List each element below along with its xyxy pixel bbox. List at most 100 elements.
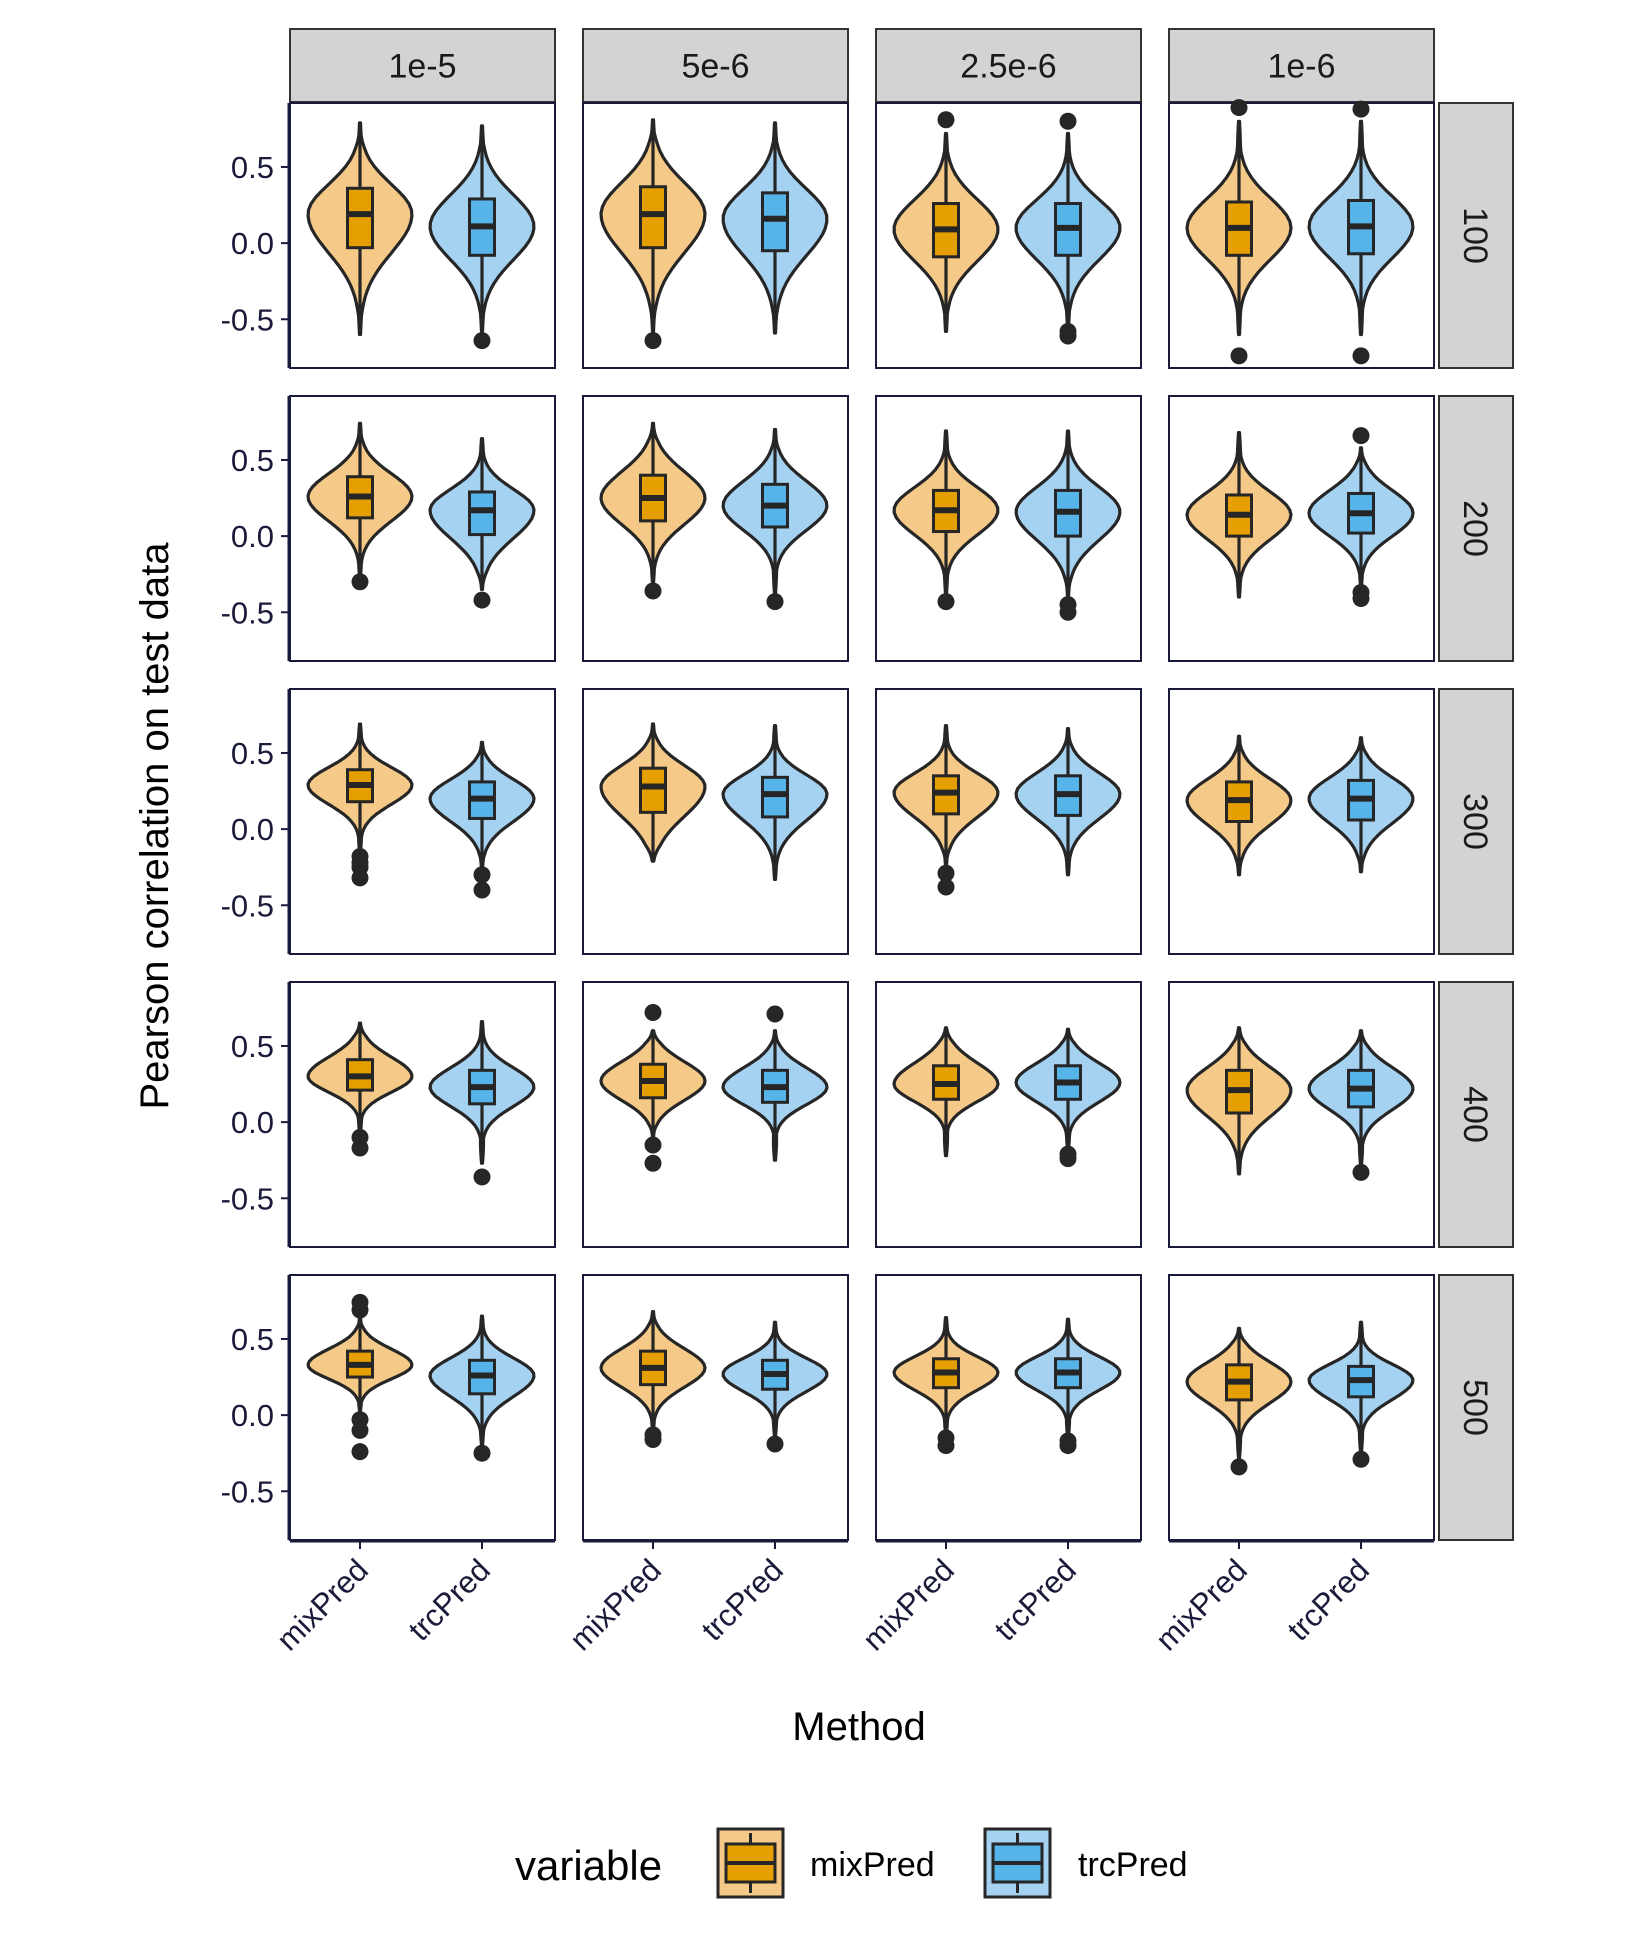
- outlier-point: [1352, 347, 1370, 365]
- y-tick-label: 0.5: [231, 736, 274, 771]
- outlier-point: [644, 1154, 662, 1172]
- panel-100-2-5e-6: [875, 102, 1142, 369]
- panel-300-1e-5: -0.5 0.0 0.5: [221, 688, 556, 955]
- outlier-point: [1352, 1163, 1370, 1181]
- outlier-point: [644, 1003, 662, 1021]
- violin-group-mixPred: [1185, 1026, 1293, 1176]
- y-axis-title: Pearson correlation on test data: [133, 542, 177, 1110]
- panel-400-1e-6: [1168, 981, 1435, 1248]
- violin-group-trcPred: [721, 1005, 829, 1162]
- outlier-point: [473, 866, 491, 884]
- violin-group-trcPred: [1307, 1029, 1415, 1181]
- col-strip-5e-6: 5e-6: [582, 28, 849, 103]
- col-strip-bg: [289, 28, 556, 103]
- outlier-point: [937, 878, 955, 896]
- violin-group-trcPred: [721, 724, 829, 881]
- panel-100-1e-6: [1168, 99, 1435, 369]
- row-strip-300: 300: [1438, 688, 1514, 955]
- outlier-point: [1352, 100, 1370, 118]
- violin-group-trcPred: [428, 1020, 536, 1186]
- violin-group-mixPred: [599, 421, 707, 600]
- outlier-point: [1059, 1150, 1077, 1168]
- violin-group-mixPred: [306, 121, 414, 337]
- outlier-point: [644, 332, 662, 350]
- outlier-point: [351, 573, 369, 591]
- panel-border: [582, 688, 849, 955]
- violin-group-mixPred: [1185, 734, 1293, 877]
- violin-group-mixPred: [306, 421, 414, 591]
- violin-group-mixPred: [306, 722, 414, 887]
- violin-group-trcPred: [1014, 429, 1122, 621]
- violin-group-mixPred: [599, 1310, 707, 1448]
- y-tick-label: 0.5: [231, 150, 274, 185]
- y-tick-label: 0.5: [231, 443, 274, 478]
- violin-group-trcPred: [1014, 1317, 1122, 1455]
- row-strip-200: 200: [1438, 395, 1514, 662]
- outlier-point: [351, 1443, 369, 1461]
- y-axis: -0.5 0.0 0.5: [221, 103, 291, 368]
- outlier-point: [1059, 603, 1077, 621]
- violin-group-trcPred: [1307, 736, 1415, 874]
- panel-500-1e-6: mixPred trcPred: [1149, 1274, 1435, 1657]
- y-tick-label: 0.5: [231, 1322, 274, 1357]
- outlier-point: [473, 332, 491, 350]
- row-strip-label: 100: [1456, 207, 1494, 264]
- row-strip-label: 400: [1456, 1086, 1494, 1143]
- violin-group-trcPred: [1014, 727, 1122, 877]
- y-tick-label: -0.5: [221, 1474, 274, 1509]
- outlier-point: [1059, 327, 1077, 345]
- outlier-point: [1059, 1437, 1077, 1455]
- outlier-point: [351, 1301, 369, 1319]
- outlier-point: [937, 593, 955, 611]
- outlier-point: [1059, 112, 1077, 130]
- panel-border: [582, 1274, 849, 1541]
- violin-group-mixPred: [892, 1316, 1000, 1455]
- y-tick-label: 0.0: [231, 812, 274, 847]
- row-strip-bg: [1438, 395, 1514, 662]
- legend-item-trcPred: trcPred: [983, 1827, 1188, 1899]
- panel-400-2-5e-6: [875, 981, 1142, 1248]
- box-trcPred: [761, 775, 789, 819]
- outlier-point: [644, 1430, 662, 1448]
- col-strip-1e-5: 1e-5: [289, 28, 556, 103]
- violin-group-trcPred: [428, 437, 536, 609]
- outlier-point: [766, 1435, 784, 1453]
- row-strip-bg: [1438, 981, 1514, 1248]
- panel-100-5e-6: [582, 102, 849, 369]
- panel-border: [1168, 1274, 1435, 1541]
- col-strip-bg: [1168, 28, 1435, 103]
- violin-group-mixPred: [1185, 431, 1293, 599]
- panel-400-5e-6: [582, 981, 849, 1248]
- panels-layer: 1e-5 5e-6 2.5e-6 1e-6 100 200 300 400 500 -0.5 0.0…: [221, 28, 1514, 1657]
- row-strip-500: 500: [1438, 1274, 1514, 1541]
- panel-100-1e-5: -0.5 0.0 0.5: [221, 102, 556, 369]
- outlier-point: [937, 864, 955, 882]
- row-strip-bg: [1438, 102, 1514, 369]
- legend-item-mixPred: mixPred: [716, 1827, 935, 1899]
- legend-label: trcPred: [1078, 1846, 1188, 1884]
- violin-group-mixPred: [1185, 99, 1293, 365]
- y-tick-label: 0.0: [231, 1398, 274, 1433]
- violin-group-trcPred: [1307, 1320, 1415, 1468]
- legend-title: variable: [515, 1842, 662, 1889]
- violin-group-trcPred: [721, 427, 829, 611]
- row-strip-label: 200: [1456, 500, 1494, 557]
- row-strip-label: 300: [1456, 793, 1494, 850]
- outlier-point: [1230, 347, 1248, 365]
- box-mixPred: [639, 185, 667, 250]
- box-trcPred: [468, 490, 496, 537]
- y-axis: -0.5 0.0 0.5: [221, 689, 291, 954]
- y-tick-label: 0.0: [231, 519, 274, 554]
- violin-group-trcPred: [1307, 427, 1415, 608]
- row-strip-bg: [1438, 688, 1514, 955]
- col-strip-2-5e-6: 2.5e-6: [875, 28, 1142, 103]
- violin-group-mixPred: [892, 1026, 1000, 1158]
- outlier-point: [1352, 1450, 1370, 1468]
- col-strip-bg: [582, 28, 849, 103]
- panel-border: [289, 1274, 556, 1541]
- panel-200-2-5e-6: [875, 395, 1142, 662]
- outlier-point: [644, 582, 662, 600]
- row-strip-100: 100: [1438, 102, 1514, 369]
- row-strip-label: 500: [1456, 1379, 1494, 1436]
